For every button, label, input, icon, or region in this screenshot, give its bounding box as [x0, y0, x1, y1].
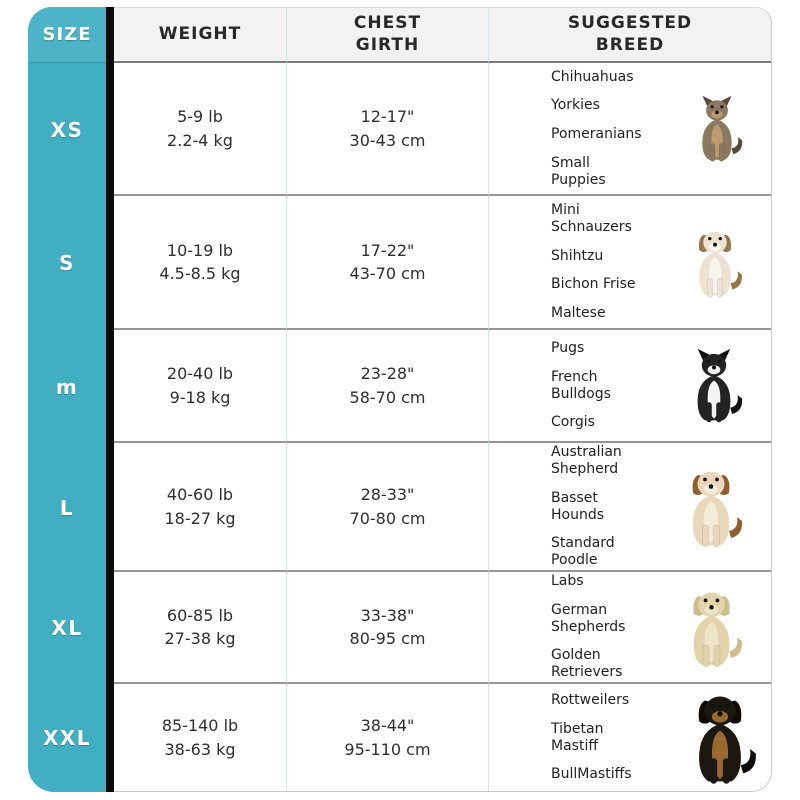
breed-name: Australian Shepherd [551, 444, 622, 477]
weight-metric: 2.2-4 kg [167, 130, 233, 150]
size-column: SIZE XS S m L XL XXL [28, 7, 106, 792]
dog-silhouette [698, 231, 743, 298]
weight-metric: 27-38 kg [164, 629, 236, 648]
weight-metric: 18-27 kg [164, 508, 236, 528]
breed-name: Small Puppies [551, 154, 606, 188]
size-column-header: SIZE [28, 7, 106, 63]
column-header-chest-girth: CHEST GIRTH [287, 8, 489, 63]
girth-imperial: 38-44" [360, 716, 415, 736]
breed-name: Basset Hounds [551, 489, 605, 523]
size-label-xl: XL [51, 616, 83, 640]
weight-cell-m: 20-40 lb 9-18 kg [114, 330, 287, 443]
girth-cell-l: 28-33" 70-80 cm [287, 443, 489, 572]
girth-cell-xxl: 38-44" 95-110 cm [287, 684, 489, 791]
breeds-cell-xs: Chihuahuas Yorkies Pomeranians Small Pup… [489, 63, 771, 196]
girth-metric: 58-70 cm [349, 387, 426, 407]
weight-cell-xs: 5-9 lb 2.2-4 kg [114, 63, 287, 196]
breed-name: Corgis [551, 414, 595, 431]
breed-list: Labs German Shepherds Golden Retrievers [551, 573, 680, 681]
size-label-xxl: XXL [42, 726, 92, 750]
girth-metric: 70-80 cm [349, 508, 426, 528]
size-chart-table: SIZE XS S m L XL XXL WEIGHT CHEST GIRTH … [28, 7, 772, 792]
dog-image-tibetan-mastiff [683, 689, 757, 786]
breed-name: Tibetan Mastiff [551, 720, 604, 754]
size-label-s: S [59, 251, 75, 275]
girth-imperial: 33-38" [360, 605, 415, 625]
breed-name: Maltese [551, 305, 606, 322]
breed-name: Labs [551, 573, 584, 589]
breed-name: Pugs [551, 339, 585, 356]
breed-name: Pomeranians [551, 126, 642, 143]
girth-metric: 80-95 cm [349, 629, 426, 648]
girth-cell-xs: 12-17" 30-43 cm [287, 63, 489, 196]
breed-name: Golden Retrievers [551, 647, 623, 681]
breeds-cell-xl: Labs German Shepherds Golden Retrievers [489, 572, 771, 684]
dog-image-yorkshire-terrier [691, 95, 743, 163]
breed-name: Chihuahuas [551, 68, 634, 85]
weight-cell-s: 10-19 lb 4.5-8.5 kg [114, 196, 287, 330]
girth-imperial: 28-33" [360, 485, 415, 505]
breeds-cell-l: Australian Shepherd Basset Hounds Standa… [489, 443, 771, 572]
size-label-l: L [59, 495, 75, 520]
girth-cell-xl: 33-38" 80-95 cm [287, 572, 489, 684]
breed-list: Mini Schnauzers Shihtzu Bichon Frise Mal… [551, 202, 687, 322]
dog-silhouette [697, 348, 743, 423]
weight-metric: 9-18 kg [169, 387, 231, 407]
girth-metric: 43-70 cm [349, 264, 426, 283]
breed-name: Yorkies [551, 97, 600, 114]
breeds-cell-s: Mini Schnauzers Shihtzu Bichon Frise Mal… [489, 196, 771, 330]
girth-metric: 95-110 cm [344, 739, 431, 759]
breed-name: German Shepherds [551, 601, 626, 635]
column-header-suggested-breed: SUGGESTED BREED [489, 8, 771, 63]
breed-list: Pugs French Bulldogs Corgis [551, 340, 685, 431]
dog-image-boston-terrier [685, 348, 743, 424]
weight-cell-xxl: 85-140 lb 38-63 kg [114, 684, 287, 791]
girth-metric: 30-43 cm [349, 130, 426, 150]
girth-imperial: 12-17" [360, 107, 415, 127]
breed-name: Rottweilers [551, 691, 630, 708]
weight-imperial: 40-60 lb [166, 485, 234, 505]
dog-image-labrador-retriever [680, 586, 743, 669]
girth-cell-s: 17-22" 43-70 cm [287, 196, 489, 330]
dog-silhouette [692, 471, 743, 547]
breed-name: Shihtzu [551, 247, 604, 264]
breed-name: French Bulldogs [551, 368, 611, 402]
dog-image-basset-hound [679, 465, 743, 549]
breed-name: Bichon Frise [551, 276, 636, 293]
breed-name: Mini Schnauzers [551, 202, 632, 235]
weight-imperial: 60-85 lb [166, 605, 234, 625]
breeds-cell-xxl: Rottweilers Tibetan Mastiff BullMastiffs [489, 684, 771, 791]
weight-imperial: 5-9 lb [177, 107, 223, 127]
weight-imperial: 20-40 lb [166, 364, 234, 384]
breeds-cell-m: Pugs French Bulldogs Corgis [489, 330, 771, 443]
weight-metric: 38-63 kg [164, 739, 236, 759]
breed-list: Chihuahuas Yorkies Pomeranians Small Pup… [551, 69, 691, 189]
weight-cell-l: 40-60 lb 18-27 kg [114, 443, 287, 572]
dog-silhouette [698, 696, 756, 785]
size-label-xs: XS [50, 117, 84, 142]
weight-metric: 4.5-8.5 kg [159, 264, 241, 283]
girth-imperial: 17-22" [360, 240, 415, 260]
breed-name: BullMastiffs [551, 766, 632, 783]
column-header-weight: WEIGHT [114, 8, 287, 63]
girth-imperial: 23-28" [360, 364, 415, 384]
breed-name: Standard Poodle [551, 535, 615, 569]
breed-list: Rottweilers Tibetan Mastiff BullMastiffs [551, 692, 683, 783]
size-label-m: m [55, 374, 79, 399]
dog-silhouette [693, 592, 743, 667]
breed-list: Australian Shepherd Basset Hounds Standa… [551, 444, 679, 569]
weight-imperial: 85-140 lb [161, 716, 239, 736]
dog-image-shih-tzu [687, 226, 743, 299]
black-divider-strip [106, 7, 114, 792]
dog-silhouette [702, 95, 743, 162]
table-body: WEIGHT CHEST GIRTH SUGGESTED BREED 5-9 l… [114, 7, 772, 792]
weight-cell-xl: 60-85 lb 27-38 kg [114, 572, 287, 684]
weight-imperial: 10-19 lb [166, 240, 234, 260]
girth-cell-m: 23-28" 58-70 cm [287, 330, 489, 443]
